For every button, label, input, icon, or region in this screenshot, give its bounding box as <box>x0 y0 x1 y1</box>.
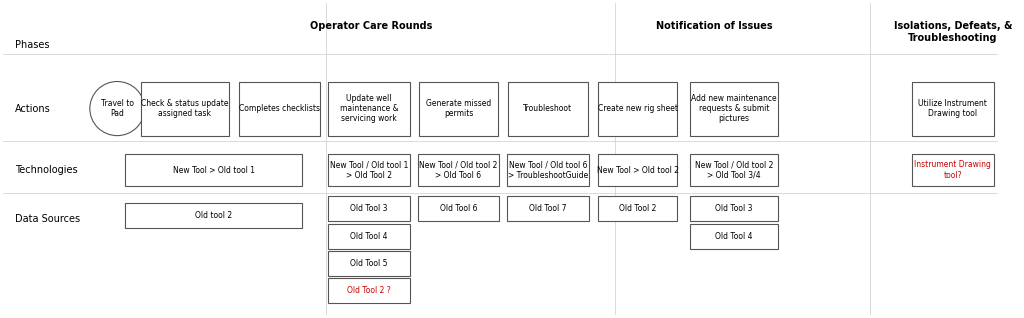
FancyBboxPatch shape <box>507 154 589 186</box>
FancyBboxPatch shape <box>690 154 778 186</box>
Text: Operator Care Rounds: Operator Care Rounds <box>309 21 432 31</box>
FancyBboxPatch shape <box>328 154 410 186</box>
Text: Check & status update
assigned task: Check & status update assigned task <box>141 99 228 118</box>
Text: Actions: Actions <box>14 104 50 114</box>
FancyBboxPatch shape <box>328 278 410 303</box>
Text: Old Tool 7: Old Tool 7 <box>529 204 566 213</box>
Text: Update well
maintenance &
servicing work: Update well maintenance & servicing work <box>340 94 398 123</box>
Text: New Tool > Old tool 2: New Tool > Old tool 2 <box>597 166 679 175</box>
Text: New Tool / Old tool 1
> Old Tool 2: New Tool / Old tool 1 > Old Tool 2 <box>330 160 409 180</box>
Text: Utilize Instrument
Drawing tool: Utilize Instrument Drawing tool <box>919 99 987 118</box>
Text: Completes checklists: Completes checklists <box>239 104 319 113</box>
FancyBboxPatch shape <box>239 81 321 136</box>
Text: Phases: Phases <box>14 40 49 50</box>
FancyBboxPatch shape <box>507 196 589 220</box>
Text: New Tool / Old tool 2
> Old Tool 3/4: New Tool / Old tool 2 > Old Tool 3/4 <box>695 160 773 180</box>
FancyBboxPatch shape <box>328 196 410 220</box>
Text: New Tool / Old tool 6
> TroubleshootGuide: New Tool / Old tool 6 > TroubleshootGuid… <box>508 160 588 180</box>
FancyBboxPatch shape <box>125 203 302 228</box>
FancyBboxPatch shape <box>141 81 228 136</box>
Text: New Tool / Old tool 2
> Old Tool 6: New Tool / Old tool 2 > Old Tool 6 <box>419 160 498 180</box>
FancyBboxPatch shape <box>508 81 588 136</box>
Text: Old Tool 6: Old Tool 6 <box>439 204 477 213</box>
Text: Troubleshoot: Troubleshoot <box>523 104 572 113</box>
Ellipse shape <box>90 81 144 136</box>
FancyBboxPatch shape <box>419 81 499 136</box>
Text: Old Tool 4: Old Tool 4 <box>350 232 388 241</box>
Text: Data Sources: Data Sources <box>14 214 80 224</box>
Text: Old Tool 2: Old Tool 2 <box>618 204 656 213</box>
FancyBboxPatch shape <box>598 81 677 136</box>
Text: Old Tool 2 ?: Old Tool 2 ? <box>347 286 391 295</box>
FancyBboxPatch shape <box>125 154 302 186</box>
Text: Technologies: Technologies <box>14 165 78 175</box>
Text: Generate missed
permits: Generate missed permits <box>426 99 492 118</box>
Text: Old tool 2: Old tool 2 <box>196 211 232 220</box>
FancyBboxPatch shape <box>690 224 778 249</box>
Text: New Tool > Old tool 1: New Tool > Old tool 1 <box>173 166 255 175</box>
Text: Isolations, Defeats, &
Troubleshooting: Isolations, Defeats, & Troubleshooting <box>894 21 1012 43</box>
FancyBboxPatch shape <box>690 196 778 220</box>
Text: Create new rig sheet: Create new rig sheet <box>598 104 678 113</box>
FancyBboxPatch shape <box>912 154 993 186</box>
Text: Notification of Issues: Notification of Issues <box>655 21 772 31</box>
FancyBboxPatch shape <box>328 224 410 249</box>
FancyBboxPatch shape <box>328 251 410 276</box>
Text: Old Tool 5: Old Tool 5 <box>350 259 388 268</box>
Text: Old Tool 4: Old Tool 4 <box>716 232 753 241</box>
FancyBboxPatch shape <box>690 81 778 136</box>
Text: Travel to
Pad: Travel to Pad <box>100 99 134 118</box>
Text: Add new maintenance
requests & submit
pictures: Add new maintenance requests & submit pi… <box>691 94 777 123</box>
FancyBboxPatch shape <box>912 81 993 136</box>
FancyBboxPatch shape <box>418 196 500 220</box>
Text: Old Tool 3: Old Tool 3 <box>350 204 388 213</box>
Text: Old Tool 3: Old Tool 3 <box>716 204 753 213</box>
Text: Instrument Drawing
tool?: Instrument Drawing tool? <box>914 160 991 180</box>
FancyBboxPatch shape <box>418 154 500 186</box>
FancyBboxPatch shape <box>598 154 677 186</box>
FancyBboxPatch shape <box>328 81 410 136</box>
FancyBboxPatch shape <box>598 196 677 220</box>
